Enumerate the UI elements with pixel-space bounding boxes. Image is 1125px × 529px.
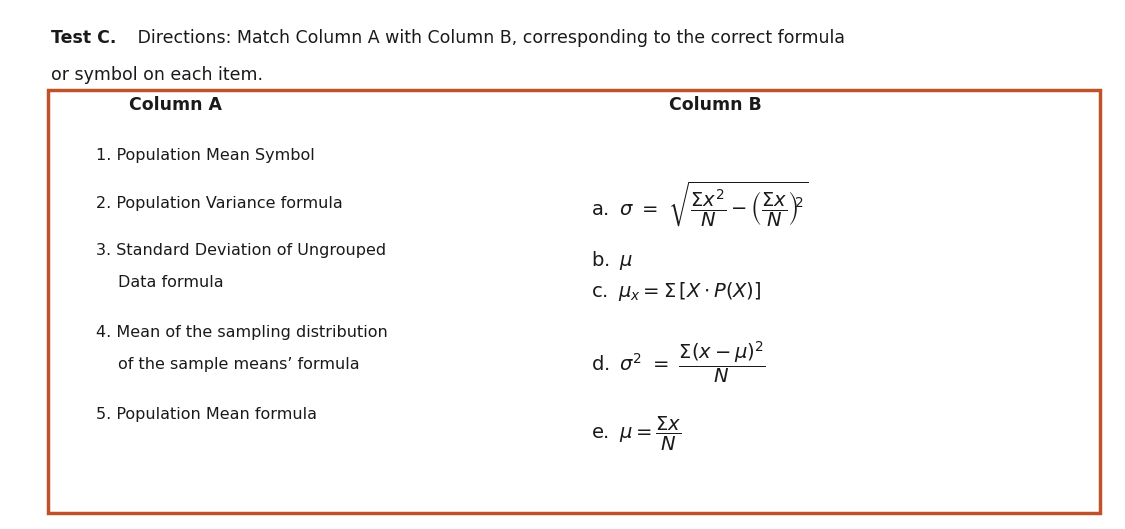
Text: 3. Standard Deviation of Ungrouped: 3. Standard Deviation of Ungrouped <box>96 243 386 258</box>
Text: 5. Population Mean formula: 5. Population Mean formula <box>96 407 316 422</box>
FancyBboxPatch shape <box>48 90 1100 513</box>
Text: Column A: Column A <box>129 96 223 114</box>
Text: $\mathrm{e.}\ \mu = \dfrac{\Sigma x}{N}$: $\mathrm{e.}\ \mu = \dfrac{\Sigma x}{N}$ <box>591 415 682 453</box>
Text: $\mathrm{a.}\ \sigma\ =\ \sqrt{\dfrac{\Sigma x^2}{N} - \left(\dfrac{\Sigma x}{N}: $\mathrm{a.}\ \sigma\ =\ \sqrt{\dfrac{\S… <box>591 180 808 229</box>
Text: of the sample means’ formula: of the sample means’ formula <box>118 357 360 372</box>
Text: 2. Population Variance formula: 2. Population Variance formula <box>96 196 342 211</box>
Text: or symbol on each item.: or symbol on each item. <box>51 66 262 84</box>
Text: $\mathrm{d.}\ \sigma^2\ =\ \dfrac{\Sigma(x-\mu)^2}{N}$: $\mathrm{d.}\ \sigma^2\ =\ \dfrac{\Sigma… <box>591 339 765 385</box>
Text: Directions: Match Column A with Column B, corresponding to the correct formula: Directions: Match Column A with Column B… <box>132 29 845 47</box>
Text: Test C.: Test C. <box>51 29 116 47</box>
Text: 4. Mean of the sampling distribution: 4. Mean of the sampling distribution <box>96 325 387 340</box>
Text: Column B: Column B <box>669 96 762 114</box>
Text: $\mathrm{c.}\ \mu_x = \Sigma\,[X \cdot P(X)]$: $\mathrm{c.}\ \mu_x = \Sigma\,[X \cdot P… <box>591 280 762 303</box>
Text: 1. Population Mean Symbol: 1. Population Mean Symbol <box>96 148 314 163</box>
Text: Data formula: Data formula <box>118 275 224 290</box>
Text: $\mathrm{b.}\ \mu$: $\mathrm{b.}\ \mu$ <box>591 249 633 271</box>
